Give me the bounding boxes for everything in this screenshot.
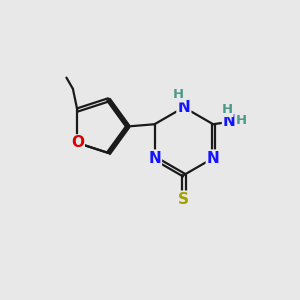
Text: N: N [148,151,161,166]
Text: H: H [236,114,247,127]
Text: O: O [71,135,84,150]
Text: N: N [207,151,220,166]
Text: N: N [178,100,190,115]
Text: H: H [221,103,233,116]
Text: S: S [178,192,189,207]
Text: H: H [173,88,184,101]
Text: N: N [223,114,236,129]
